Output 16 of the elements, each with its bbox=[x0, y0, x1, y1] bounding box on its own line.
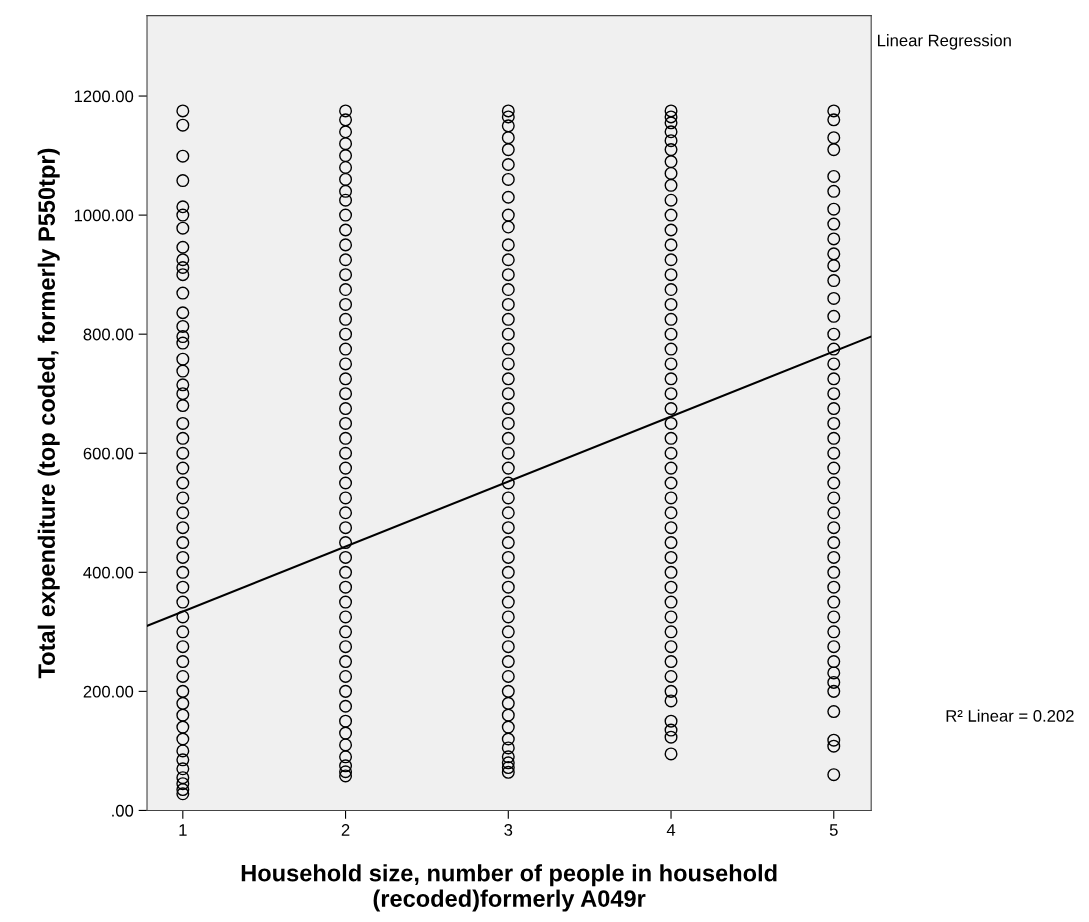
x-tick-label: 1 bbox=[179, 824, 187, 836]
y-tick-label: 1200.00 bbox=[74, 90, 134, 103]
y-tick-label: 200.00 bbox=[83, 685, 134, 698]
y-tick-label: .00 bbox=[112, 804, 134, 817]
text: R² Linear = 0.202 bbox=[946, 709, 1074, 722]
y-tick-label: 600.00 bbox=[83, 447, 134, 460]
y-tick-label: 400.00 bbox=[83, 566, 134, 579]
y-tick-label: 1000.00 bbox=[74, 209, 134, 222]
y-axis-title: Total expenditure (top coded, formerly P550tpr) bbox=[37, 148, 60, 679]
x-tick-label: 3 bbox=[504, 824, 513, 836]
text: Linear Regression bbox=[878, 34, 1011, 50]
x-tick-label: 5 bbox=[829, 824, 838, 836]
y-tick-label: 800.00 bbox=[83, 328, 134, 341]
x-axis-title: Household size, number of people in household (recoded)formerly A049r bbox=[241, 864, 777, 912]
x-tick-label: 2 bbox=[341, 824, 350, 836]
x-tick-label: 4 bbox=[666, 824, 676, 836]
